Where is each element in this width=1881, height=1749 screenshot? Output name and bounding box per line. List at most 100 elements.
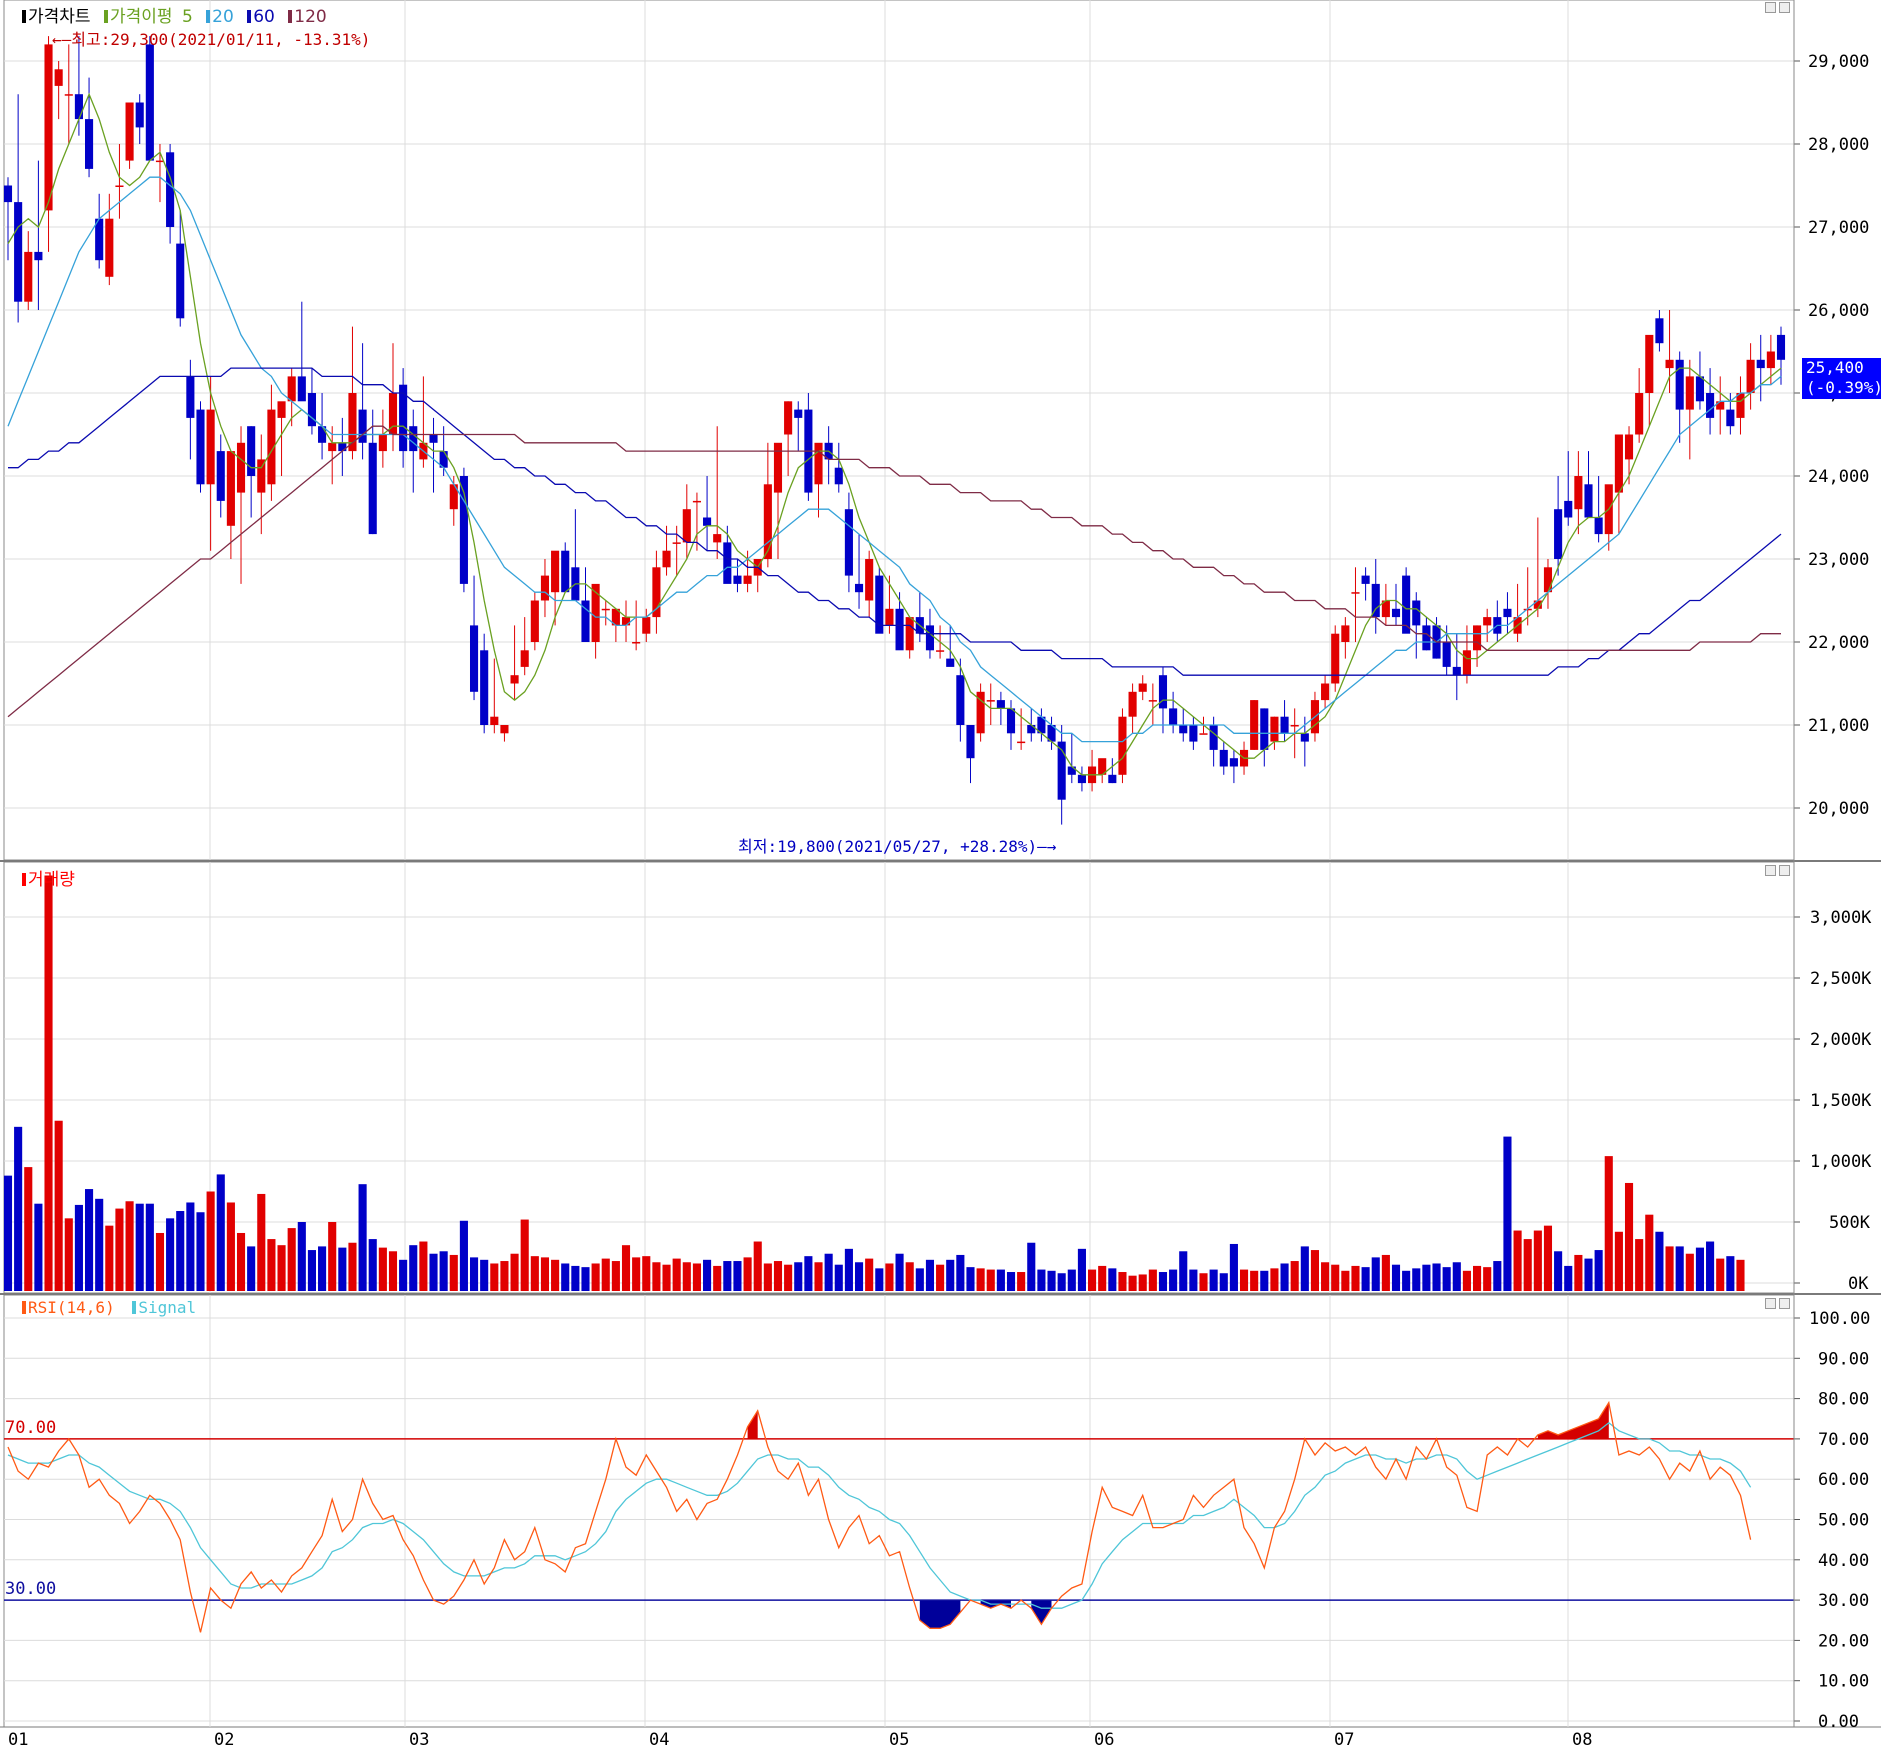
volume-bar <box>632 1257 641 1291</box>
candle-body <box>936 650 945 652</box>
x-tick-label-07: 07 <box>1334 1730 1354 1749</box>
candle <box>216 434 225 518</box>
candle-body <box>267 409 276 485</box>
candle <box>520 617 529 676</box>
candle <box>1706 368 1715 435</box>
volume-bar <box>1179 1251 1188 1291</box>
legend-ma20[interactable]: 20 <box>206 7 238 27</box>
candle-body <box>439 451 448 468</box>
rsi-panel-minimize-icon[interactable] <box>1765 1298 1776 1309</box>
price-panel-minimize-icon[interactable] <box>1765 2 1776 13</box>
volume-bar <box>540 1257 550 1291</box>
legend-price-chart[interactable]: 가격차트 <box>22 7 95 27</box>
candle <box>388 343 398 452</box>
candle <box>1543 559 1553 609</box>
candle-body <box>1412 600 1421 626</box>
legend-ma[interactable]: 가격이평 5 <box>103 7 197 27</box>
candle-body <box>814 442 823 485</box>
volume-bar <box>1209 1269 1218 1291</box>
volume-panel-close-icon[interactable] <box>1779 865 1790 876</box>
volume-bar <box>561 1263 570 1291</box>
rsi-y-tick-label: 10.00 <box>1818 1672 1869 1692</box>
volume-bar <box>1533 1230 1542 1291</box>
volume-bar <box>1027 1242 1036 1291</box>
legend-signal[interactable]: Signal <box>132 1298 200 1317</box>
volume-panel-minimize-icon[interactable] <box>1765 865 1776 876</box>
legend-ma120[interactable]: 120 <box>288 7 330 27</box>
volume-bar <box>996 1269 1005 1291</box>
candle-body <box>1118 716 1127 775</box>
candle-body <box>307 393 316 427</box>
candle-body <box>54 69 63 86</box>
rsi-panel-close-icon[interactable] <box>1779 1298 1790 1309</box>
candle <box>125 102 134 169</box>
candle <box>105 193 114 286</box>
candle <box>3 177 13 261</box>
candle-body <box>1564 500 1573 518</box>
candle <box>226 451 235 559</box>
candle-body <box>1554 509 1563 559</box>
volume-bar <box>571 1265 580 1291</box>
candle-body <box>1675 359 1684 410</box>
signal-line <box>7 1421 1752 1609</box>
candle <box>1067 733 1076 784</box>
candle <box>966 725 975 784</box>
high-annotation: ←—최고:29,300(2021/01/11, -13.31%) <box>52 30 371 49</box>
ma120-line <box>7 425 1781 718</box>
volume-bar <box>3 1175 13 1291</box>
volume-bar <box>1391 1264 1401 1291</box>
candle <box>1695 351 1705 410</box>
price-panel-close-icon[interactable] <box>1779 2 1790 13</box>
legend-rsi[interactable]: RSI(14,6) <box>22 1298 119 1317</box>
candle-body <box>1361 575 1370 584</box>
volume-bar <box>469 1257 479 1291</box>
candle <box>561 542 570 593</box>
volume-bar <box>1624 1182 1634 1291</box>
volume-bar <box>1006 1272 1016 1291</box>
candle <box>1128 683 1137 734</box>
candle-body <box>1635 393 1644 435</box>
candle-body <box>1473 625 1482 651</box>
candle <box>287 368 296 427</box>
candle <box>44 36 53 252</box>
volume-bar <box>946 1259 955 1291</box>
volume-bar <box>784 1264 793 1291</box>
candle <box>1564 451 1573 526</box>
candle-body <box>1280 716 1289 734</box>
candle-body <box>692 500 701 503</box>
candle <box>1138 675 1147 701</box>
candle-body <box>581 600 590 642</box>
candle-body <box>1533 600 1542 609</box>
volume-bar <box>773 1261 783 1291</box>
candle <box>794 401 803 452</box>
volume-legend[interactable]: 거래량 <box>22 865 79 890</box>
volume-bar <box>307 1250 316 1291</box>
legend-ma60[interactable]: 60 <box>247 7 279 27</box>
volume-bar <box>419 1241 428 1291</box>
candle-body <box>24 251 33 302</box>
volume-bar <box>1331 1264 1340 1291</box>
candle-body <box>763 484 772 559</box>
volume-bar <box>1462 1270 1471 1291</box>
candle <box>733 559 742 593</box>
candle <box>551 550 560 626</box>
volume-bar <box>753 1241 762 1291</box>
candle <box>1452 633 1461 701</box>
volume-bar <box>1057 1273 1066 1291</box>
volume-bar <box>1351 1265 1360 1291</box>
volume-bar <box>236 1232 246 1291</box>
volume-bar <box>1432 1263 1441 1291</box>
candle-body <box>1766 351 1775 369</box>
candle-body <box>368 442 377 535</box>
candle-body <box>1483 617 1492 626</box>
candle-body <box>1047 725 1056 742</box>
candle <box>814 442 823 518</box>
rsi-line <box>7 1400 1752 1633</box>
candle-body <box>946 658 955 667</box>
volume-bar <box>1716 1258 1725 1291</box>
volume-bar <box>682 1262 691 1291</box>
volume-bar <box>844 1248 853 1291</box>
candle-body <box>1706 393 1715 418</box>
candle-body <box>1624 434 1634 460</box>
